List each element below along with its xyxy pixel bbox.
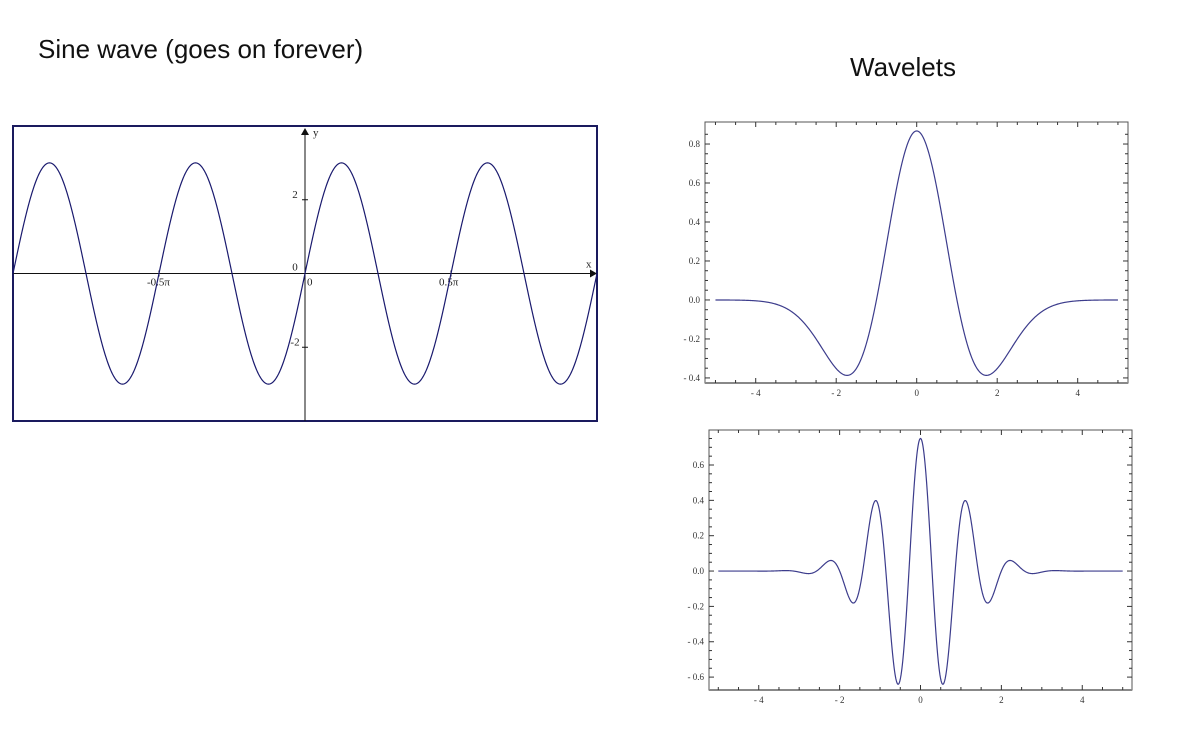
- y-tick-label: 0.6: [689, 178, 701, 188]
- y-tick-label: 0.8: [689, 139, 701, 149]
- x-tick-label: - 2: [831, 388, 841, 398]
- y-tick-label: 0.4: [689, 217, 701, 227]
- x-axis-label: x: [586, 259, 592, 271]
- mexican-hat-chart-frame: [704, 121, 1129, 384]
- y-tick-label: 0.2: [689, 256, 700, 266]
- y-tick-label: 0.4: [693, 495, 705, 505]
- y-tick-label: 0.0: [689, 295, 701, 305]
- y-tick-label: 0.6: [693, 460, 705, 470]
- y-axis-label: y: [313, 127, 319, 139]
- mexican-hat-chart: - 4 - 2 0 2 4 0.8 0.6 0.4 0.2 0.0 - 0.2 - 0.4: [684, 121, 1129, 398]
- y-tick-label: 0: [292, 262, 298, 274]
- y-tick-label: - 0.4: [688, 637, 705, 647]
- y-tick-label: 2: [292, 189, 298, 201]
- x-tick-label: 4: [1075, 388, 1080, 398]
- x-tick-label: 2: [999, 695, 1004, 705]
- x-tick-label: 2: [995, 388, 1000, 398]
- sine-wave-curve: [12, 162, 598, 385]
- y-tick-label: - 0.4: [684, 373, 701, 383]
- x-tick-label: 4: [1080, 695, 1085, 705]
- x-tick-label: - 4: [754, 695, 764, 705]
- x-tick-label: - 2: [835, 695, 845, 705]
- y-tick-label: - 0.2: [688, 601, 705, 611]
- y-axis-arrow-icon: [301, 128, 309, 135]
- morlet-chart: - 4 - 2 0 2 4 0.6 0.4 0.2 0.0 - 0.2 - 0.4 - 0.6: [688, 429, 1133, 705]
- x-tick-label: 0: [918, 695, 923, 705]
- mexican-hat-wavelet-curve: [715, 130, 1118, 376]
- x-tick-label: -0.5π: [147, 277, 170, 289]
- x-tick-label: 0: [914, 388, 919, 398]
- y-tick-label: 0.2: [693, 531, 704, 541]
- x-axis-arrow-icon: [590, 269, 597, 278]
- y-tick-label: -2: [290, 336, 299, 348]
- y-tick-label: - 0.2: [684, 334, 701, 344]
- morlet-wavelet-curve: [718, 437, 1123, 685]
- y-tick-label: 0.0: [693, 566, 705, 576]
- morlet-chart-frame: [708, 429, 1133, 691]
- x-tick-label: 0: [307, 277, 313, 289]
- wavelets-title: Wavelets: [850, 52, 956, 82]
- sine-wave-title: Sine wave (goes on forever): [38, 34, 364, 64]
- x-tick-label: - 4: [751, 388, 761, 398]
- y-tick-label: - 0.6: [688, 672, 705, 682]
